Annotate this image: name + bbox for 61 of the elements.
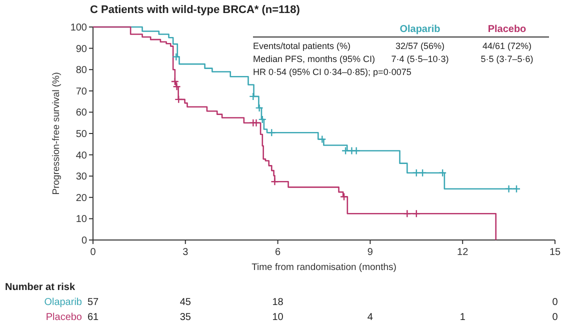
y-tick-label: 10	[76, 214, 88, 226]
point	[403, 209, 412, 218]
y-tick-label: 30	[76, 172, 88, 183]
annotation: 32/57 (56%)	[395, 41, 445, 51]
point	[172, 52, 180, 61]
point	[412, 209, 420, 218]
text: Placebo	[488, 24, 526, 35]
annotation: Events/total patients (%)	[253, 41, 351, 51]
text: 57	[87, 297, 99, 308]
y-tick-label: 50	[76, 129, 88, 140]
annotation: 7·4 (5·5–10·3)	[391, 54, 449, 64]
y-tick-label: 90	[76, 44, 88, 55]
annotation: 5·5 (3·7–5·6)	[480, 54, 534, 64]
text: 45	[180, 297, 192, 308]
point	[348, 146, 356, 155]
point	[318, 135, 326, 144]
text: 4	[367, 312, 374, 323]
point	[174, 95, 183, 104]
x-tick-label: 3	[182, 247, 189, 258]
text: Number at risk	[5, 282, 76, 293]
x-tick-label: 0	[90, 247, 96, 258]
y-tick-label: 80	[76, 65, 88, 76]
text: 0	[552, 297, 558, 308]
text: 1	[460, 312, 466, 323]
y-tick-label: 40	[76, 150, 88, 162]
annotation: Median PFS, months (95% CI)	[253, 54, 376, 64]
y-axis-title: Progression-free survival (%)	[51, 72, 62, 195]
x-tick-label: 12	[457, 247, 469, 258]
point	[504, 184, 513, 193]
x-tick-label: 6	[275, 247, 282, 258]
x-tick-label: 9	[367, 247, 374, 258]
point	[268, 128, 276, 137]
y-tick-label: 100	[70, 22, 88, 34]
point	[258, 115, 266, 124]
point	[512, 184, 521, 193]
text: Olaparib	[400, 24, 440, 35]
text: 35	[180, 312, 192, 323]
text: 0	[552, 312, 558, 323]
annotation: HR 0·54 (95% CI 0·34–0·85); p=0·0075	[253, 67, 412, 77]
x-axis-title: Time from randomisation (months)	[252, 262, 396, 273]
y-tick-label: 0	[81, 236, 88, 246]
text: 10	[272, 312, 284, 323]
point	[438, 168, 447, 178]
x-tick-label: 15	[549, 247, 561, 258]
point	[249, 92, 258, 101]
y-tick-label: 20	[76, 192, 88, 204]
point	[340, 192, 348, 201]
chart-title: C Patients with wild-type BRCA* (n=118)	[90, 4, 300, 16]
text: 18	[272, 297, 284, 308]
text: 61	[87, 312, 99, 323]
point	[418, 168, 427, 178]
point	[341, 146, 350, 155]
point	[352, 146, 360, 155]
point	[255, 104, 264, 112]
annotation: 44/61 (72%)	[482, 41, 532, 51]
y-tick-label: 70	[76, 86, 88, 98]
text: Olaparib	[44, 297, 82, 308]
text: Placebo	[46, 312, 82, 323]
point	[270, 178, 279, 186]
y-tick-label: 60	[76, 108, 88, 119]
point	[412, 168, 420, 178]
